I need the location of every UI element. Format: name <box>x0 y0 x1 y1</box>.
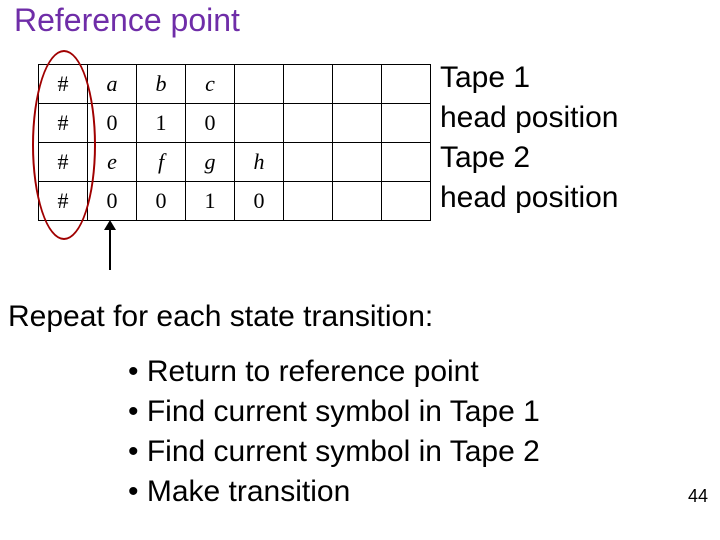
tape-cell: c <box>186 65 235 104</box>
tape-cell: 0 <box>137 182 186 221</box>
tape-cell: 1 <box>186 182 235 221</box>
tape-cell: b <box>137 65 186 104</box>
step-item: • Find current symbol in Tape 1 <box>128 392 540 432</box>
tape-cell <box>235 104 284 143</box>
tape-cell: g <box>186 143 235 182</box>
step-item: • Make transition <box>128 472 540 512</box>
step-item: • Return to reference point <box>128 352 540 392</box>
repeat-heading: Repeat for each state transition: <box>8 300 433 334</box>
tape-label-line: Tape 1 <box>440 58 618 98</box>
tape-label-line: head position <box>440 98 618 138</box>
head-arrow <box>104 220 116 270</box>
reference-point-oval <box>32 50 96 240</box>
tape-cell <box>382 65 431 104</box>
tape-label-line: head position <box>440 178 618 218</box>
tape-cell: f <box>137 143 186 182</box>
tape-labels: Tape 1head positionTape 2head position <box>440 58 618 218</box>
steps-list: • Return to reference point• Find curren… <box>128 352 540 512</box>
tape-cell <box>382 182 431 221</box>
tape-cell: 0 <box>186 104 235 143</box>
tape-diagram: #abc#010#efgh#0010 <box>38 64 431 221</box>
tape-cell <box>284 104 333 143</box>
tape-label-line: Tape 2 <box>440 138 618 178</box>
arrow-shaft <box>109 228 111 270</box>
tape-cell <box>382 143 431 182</box>
tape-cell: 0 <box>235 182 284 221</box>
page-title: Reference point <box>14 2 240 39</box>
step-item: • Find current symbol in Tape 2 <box>128 432 540 472</box>
tape-cell <box>284 65 333 104</box>
tape-cell <box>382 104 431 143</box>
tape-cell <box>333 104 382 143</box>
page-number: 44 <box>688 486 708 507</box>
tape-cell <box>284 182 333 221</box>
tape-cell <box>235 65 284 104</box>
tape-table: #abc#010#efgh#0010 <box>38 64 431 221</box>
tape-cell <box>333 143 382 182</box>
tape-cell: a <box>88 65 137 104</box>
tape-cell <box>333 65 382 104</box>
tape-cell: 1 <box>137 104 186 143</box>
tape-cell: 0 <box>88 182 137 221</box>
tape-cell: h <box>235 143 284 182</box>
tape-cell <box>333 182 382 221</box>
tape-cell <box>284 143 333 182</box>
